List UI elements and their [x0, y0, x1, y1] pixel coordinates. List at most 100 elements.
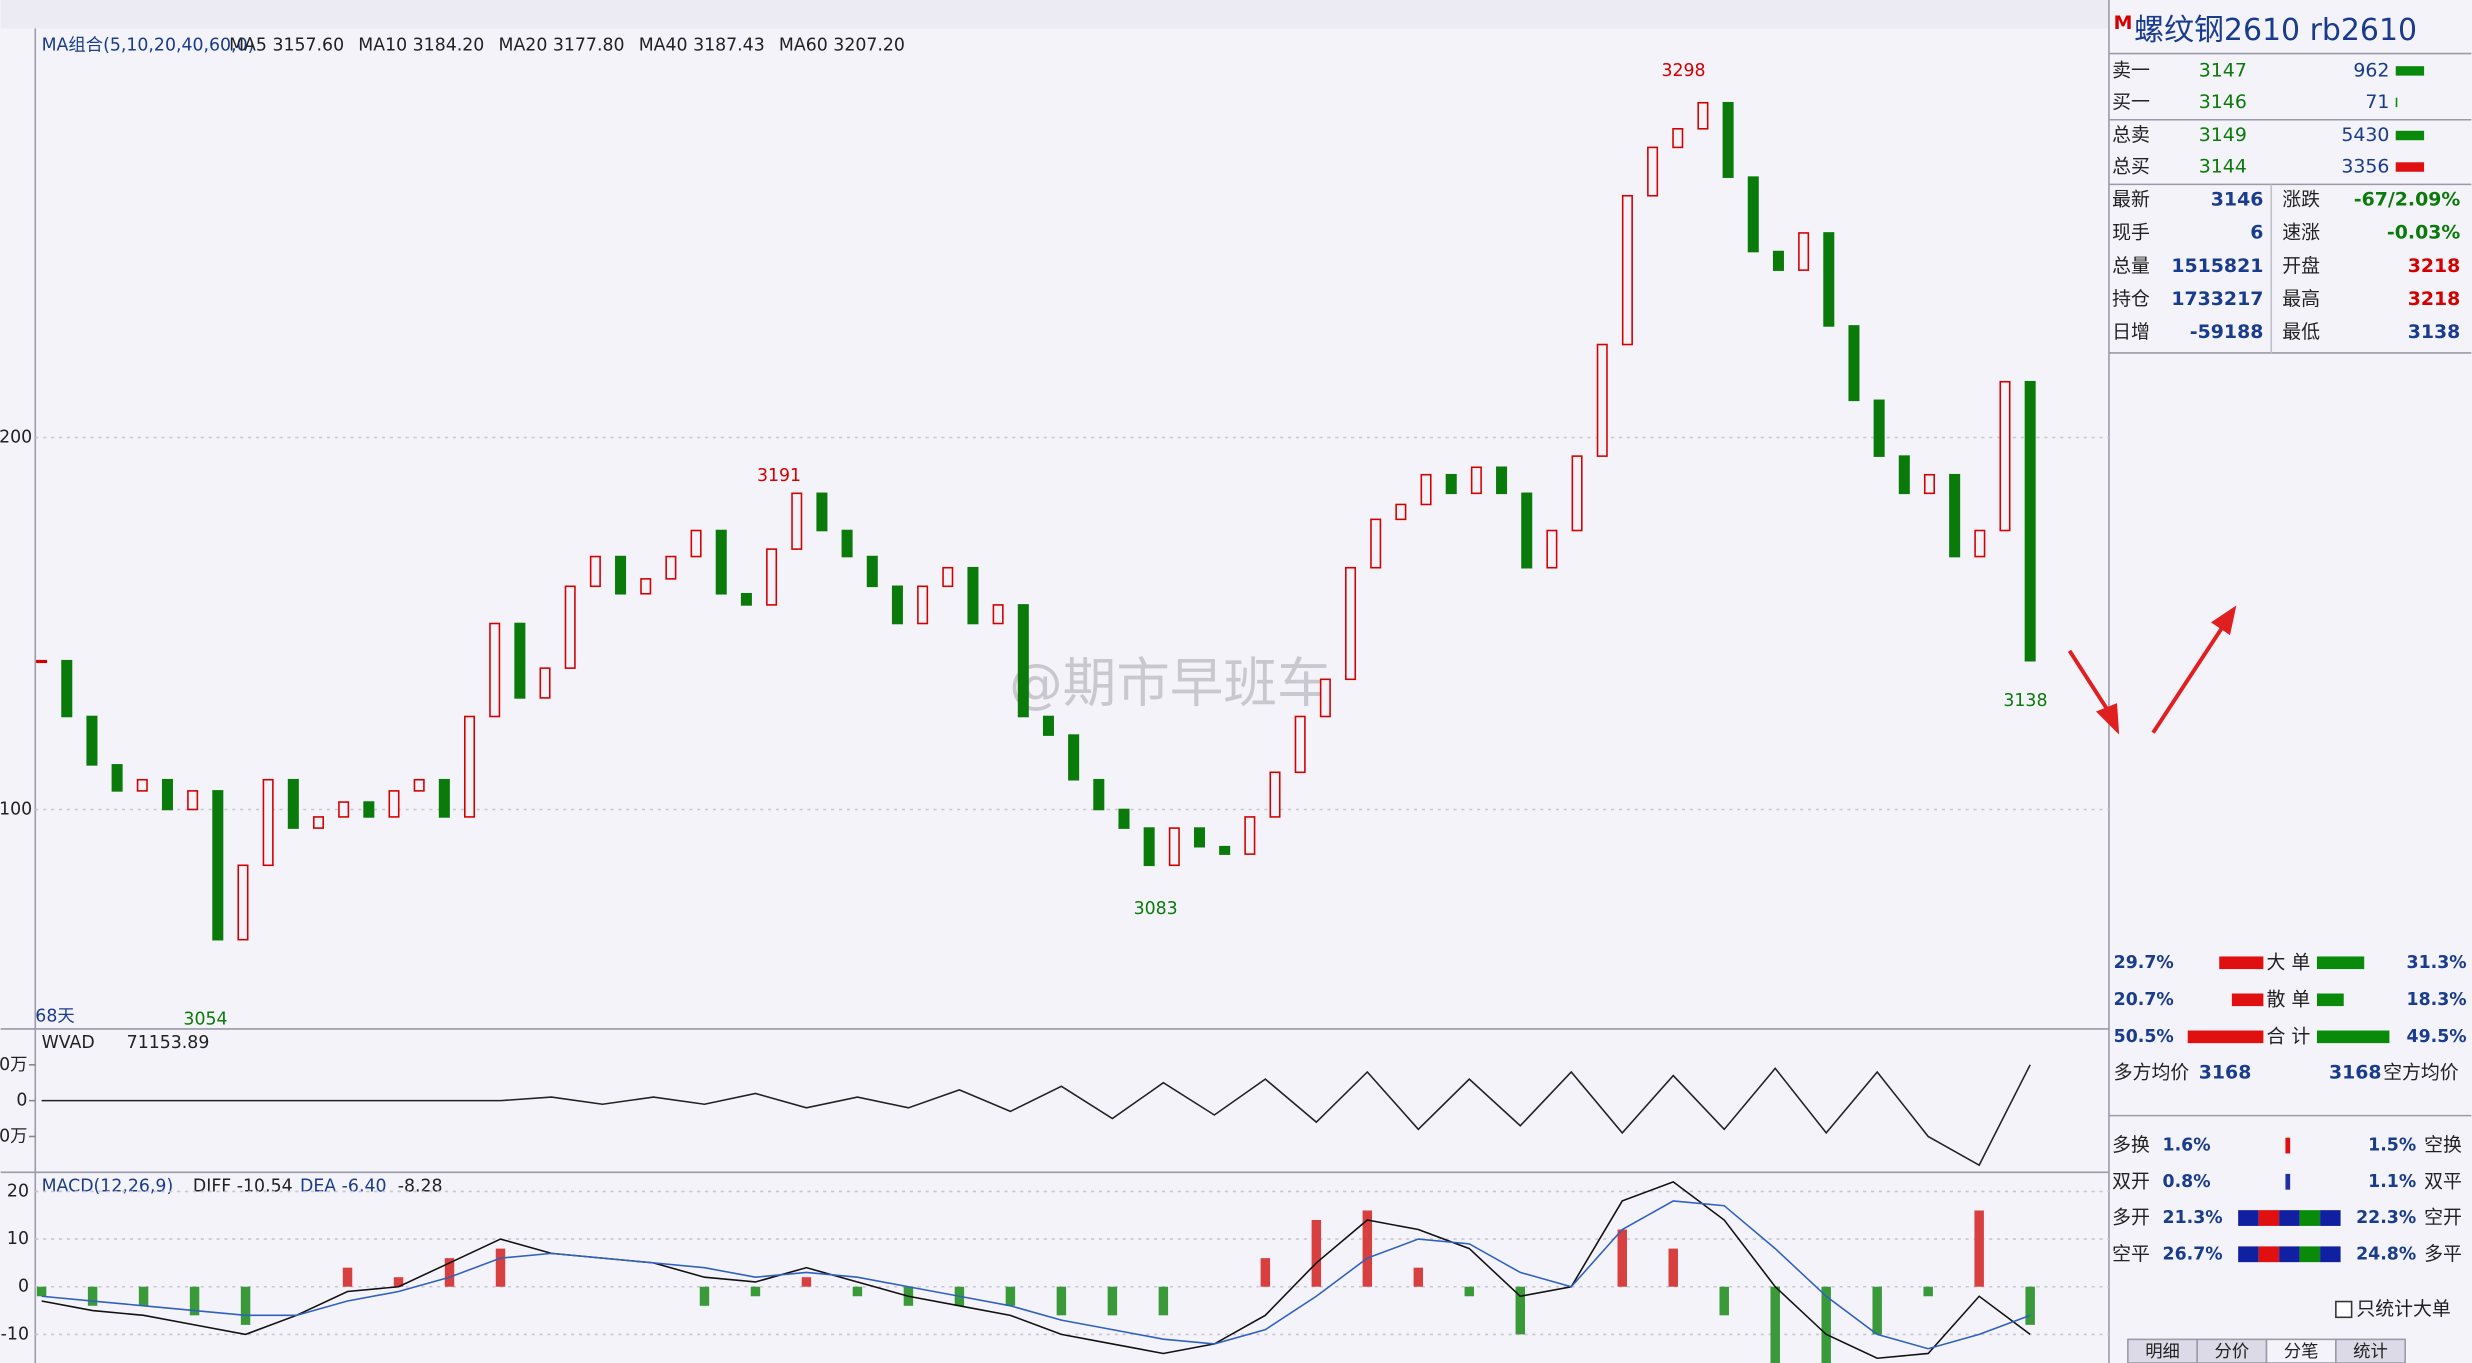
trough-label: 3083: [1134, 899, 1178, 919]
candle: [1798, 232, 1810, 271]
stat-label: 总量: [2112, 255, 2150, 277]
candle: [1772, 250, 1784, 271]
quote-label: 总买: [2112, 156, 2150, 178]
candle: [1697, 101, 1709, 130]
candle: [2024, 380, 2036, 662]
instrument-title: 螺纹钢2610 rb2610: [2134, 13, 2417, 48]
candle: [891, 585, 903, 625]
macd-bar: [750, 1286, 761, 1297]
stat-value: 3146: [2211, 189, 2264, 211]
flow-bar: [2316, 956, 2365, 970]
stat-label: 涨跌: [2282, 189, 2320, 211]
tab-label[interactable]: 分笔: [2284, 1342, 2319, 1362]
position-bar: [2238, 1246, 2259, 1263]
badge: M: [2114, 12, 2133, 34]
macd-bar: [1821, 1286, 1831, 1363]
volume-bar: [2395, 130, 2425, 141]
candle: [1974, 529, 1986, 558]
y-tick-label: 0万: [0, 1055, 27, 1075]
avg-label: 空方均价: [2383, 1062, 2459, 1084]
candle: [866, 555, 878, 588]
checkbox[interactable]: [2335, 1300, 2353, 1319]
flow-label: 大 单: [2267, 951, 2311, 973]
ma-label: MA20 3177.80: [499, 36, 625, 56]
candle: [690, 529, 702, 558]
macd-bar: [1617, 1229, 1627, 1287]
candle: [1672, 128, 1684, 149]
candle: [1219, 845, 1231, 855]
toolbar: [0, 0, 2109, 29]
candle: [715, 529, 727, 595]
tab-label[interactable]: 统计: [2353, 1342, 2388, 1362]
volume-bar: [2395, 66, 2425, 76]
candle: [1873, 399, 1885, 457]
position-label: 多平: [2424, 1243, 2462, 1265]
candle: [312, 816, 325, 829]
macd-bar: [1005, 1286, 1016, 1306]
candle: [287, 778, 299, 829]
last-label: 3138: [2003, 691, 2047, 711]
position-pct: 21.3%: [2163, 1208, 2223, 1228]
quote-label: 卖一: [2112, 59, 2150, 81]
stat-label: 最低: [2282, 321, 2320, 343]
side-panel: 卖一 3147 962 买一 3146 71 总卖 3149 5430 总买 3144 3356 最新 3…: [2108, 52, 2472, 1363]
stat-value: 1733217: [2171, 288, 2263, 310]
stat-label: 日增: [2112, 321, 2150, 343]
candle: [1068, 734, 1080, 781]
ma-label: MA5 3157.60: [229, 36, 344, 56]
stat-value: 1515821: [2171, 255, 2263, 277]
ma-label: MA40 3187.43: [639, 36, 765, 56]
y-tick-label: 20: [7, 1181, 29, 1201]
flow-bar: [2231, 993, 2264, 1007]
peak-label: 3298: [1661, 61, 1705, 81]
position-label: 空换: [2424, 1134, 2462, 1156]
macd-bar: [444, 1258, 455, 1287]
macd-bar: [1158, 1286, 1169, 1316]
position-label: 双平: [2424, 1170, 2462, 1192]
macd-name: MACD(12,26,9): [42, 1177, 174, 1197]
tab[interactable]: [2335, 1338, 2406, 1363]
candle: [1370, 518, 1382, 569]
annotation-arrows: [2067, 605, 2237, 735]
candle: [917, 585, 929, 625]
ma-title: MA组合(5,10,20,40,60,0): [42, 36, 255, 56]
candle: [1093, 778, 1105, 811]
candle: [1596, 343, 1608, 457]
candle: [1571, 455, 1583, 532]
macd-bar: [1362, 1210, 1373, 1287]
flow-bar: [2316, 1030, 2390, 1044]
position-label: 双开: [2112, 1170, 2150, 1192]
avg-label: 多方均价: [2114, 1062, 2190, 1084]
candle: [1193, 827, 1206, 848]
tab-label[interactable]: 明细: [2145, 1342, 2180, 1362]
candle: [489, 622, 501, 718]
candle: [1546, 529, 1558, 569]
position-bar: [2279, 1246, 2300, 1263]
quote-volume: 962: [2353, 59, 2389, 81]
position-bar: [2320, 1210, 2341, 1226]
tab-label[interactable]: 分价: [2215, 1342, 2250, 1362]
stat-value: 3138: [2408, 321, 2461, 343]
candle: [640, 578, 652, 595]
flow-pct: 20.7%: [2114, 990, 2174, 1010]
macd-bar: [342, 1267, 353, 1287]
macd-bar: [1260, 1258, 1271, 1287]
stat-label: 开盘: [2282, 255, 2320, 277]
flow-pct: 31.3%: [2407, 953, 2467, 973]
quote-volume: 3356: [2341, 156, 2389, 178]
flow-pct: 18.3%: [2407, 990, 2467, 1010]
position-bar: [2285, 1137, 2291, 1154]
candle: [111, 764, 123, 792]
stat-value: -59188: [2190, 321, 2264, 343]
y-tick-label: 10: [7, 1229, 29, 1249]
macd-bar: [1056, 1286, 1067, 1316]
candle: [1042, 715, 1054, 736]
diff-label: DIFF -10.54: [193, 1177, 293, 1197]
checkbox-label[interactable]: 只统计大单: [2356, 1298, 2450, 1320]
candle: [1143, 827, 1155, 867]
days-label: 68天: [35, 1006, 74, 1026]
position-pct: 26.7%: [2163, 1244, 2223, 1264]
position-label: 多换: [2112, 1134, 2150, 1156]
watermark: @期市早班车: [1009, 652, 1330, 715]
y-tick-label: 100: [0, 799, 32, 819]
